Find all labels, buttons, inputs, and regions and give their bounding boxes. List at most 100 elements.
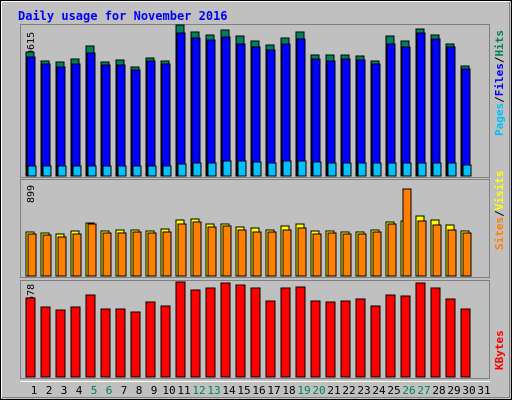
bar-files-day-4 <box>71 63 81 177</box>
bar-pages-day-15 <box>237 160 247 177</box>
bar-files-day-22 <box>341 58 351 177</box>
bar-pages-day-22 <box>342 162 352 177</box>
bar-sites-day-3 <box>57 236 67 277</box>
bars <box>25 24 472 378</box>
bar-kbytes-day-18 <box>280 287 291 378</box>
bar-kbytes-day-19 <box>295 286 306 378</box>
legend-sep-1: / <box>493 96 506 103</box>
bar-kbytes-day-29 <box>445 298 456 378</box>
bar-pages-day-16 <box>252 161 262 177</box>
bar-pages-day-27 <box>417 162 427 177</box>
bar-files-day-9 <box>146 60 156 177</box>
bar-kbytes-day-15 <box>235 284 246 378</box>
bar-pages-day-19 <box>297 160 307 177</box>
bar-files-day-6 <box>101 64 111 177</box>
bar-sites-day-18 <box>282 229 292 277</box>
bar-sites-day-10 <box>162 231 172 277</box>
day-label-8: 8 <box>136 384 143 397</box>
bar-kbytes-day-1 <box>25 297 36 378</box>
bar-files-day-23 <box>356 59 366 177</box>
bar-files-day-14 <box>221 36 231 177</box>
bar-kbytes-day-14 <box>220 282 231 378</box>
day-label-28: 28 <box>432 384 445 397</box>
bar-pages-day-25 <box>387 162 397 177</box>
bar-pages-day-18 <box>282 160 292 177</box>
bar-kbytes-day-6 <box>100 308 111 378</box>
day-label-27: 27 <box>417 384 430 397</box>
bar-sites-day-5 <box>87 223 97 277</box>
bar-kbytes-day-4 <box>70 306 81 378</box>
bar-files-day-2 <box>41 63 51 177</box>
bar-sites-day-7 <box>117 232 127 277</box>
bar-sites-day-16 <box>252 231 262 277</box>
bar-sites-day-6 <box>102 232 112 277</box>
day-label-10: 10 <box>162 384 175 397</box>
bar-sites-day-4 <box>72 233 82 277</box>
bar-kbytes-day-2 <box>40 306 51 378</box>
bar-pages-day-6 <box>102 165 112 177</box>
bar-files-day-16 <box>251 46 261 177</box>
bar-files-day-1 <box>26 56 36 177</box>
bar-sites-day-8 <box>132 231 142 277</box>
bar-kbytes-day-30 <box>460 308 471 378</box>
bar-kbytes-day-7 <box>115 308 126 378</box>
day-label-21: 21 <box>327 384 340 397</box>
bar-files-day-8 <box>131 69 141 177</box>
bar-sites-day-25 <box>387 223 397 277</box>
day-label-30: 30 <box>462 384 475 397</box>
bar-sites-day-2 <box>42 234 52 277</box>
day-label-4: 4 <box>76 384 83 397</box>
bar-pages-day-3 <box>57 165 67 177</box>
day-label-6: 6 <box>106 384 113 397</box>
bar-files-day-18 <box>281 43 291 177</box>
bar-kbytes-day-28 <box>430 287 441 378</box>
legend-sep-2: / <box>493 56 506 63</box>
bar-sites-day-23 <box>357 233 367 277</box>
bar-files-day-26 <box>401 46 411 177</box>
day-label-9: 9 <box>151 384 158 397</box>
bar-files-day-3 <box>56 66 66 177</box>
bar-kbytes-day-25 <box>385 294 396 378</box>
ymax-label-visits: 899 <box>26 185 37 203</box>
bar-kbytes-day-3 <box>55 309 66 378</box>
day-label-18: 18 <box>282 384 295 397</box>
legend-sites-visits: Sites/Visits <box>493 171 506 251</box>
bar-sites-day-30 <box>462 232 472 277</box>
day-label-26: 26 <box>402 384 415 397</box>
bar-sites-day-21 <box>327 232 337 277</box>
panel-frame-hits <box>20 24 490 178</box>
legend-pages: Pages <box>493 103 506 136</box>
day-label-22: 22 <box>342 384 355 397</box>
bar-sites-day-1 <box>27 233 37 277</box>
bar-pages-day-8 <box>132 165 142 177</box>
bar-pages-day-2 <box>42 165 52 177</box>
bar-sites-day-9 <box>147 232 157 277</box>
bar-kbytes-day-22 <box>340 300 351 378</box>
bar-sites-day-20 <box>312 233 322 277</box>
day-label-15: 15 <box>237 384 250 397</box>
bar-kbytes-day-8 <box>130 311 141 378</box>
bar-kbytes-day-21 <box>325 301 336 378</box>
bar-kbytes-day-23 <box>355 298 366 378</box>
legend-visits: Visits <box>493 171 506 211</box>
bar-files-day-27 <box>416 32 426 177</box>
bar-files-day-30 <box>461 68 471 177</box>
bar-pages-day-21 <box>327 162 337 177</box>
day-label-2: 2 <box>46 384 53 397</box>
day-label-25: 25 <box>387 384 400 397</box>
panel-frame-visits <box>20 179 490 278</box>
day-label-29: 29 <box>447 384 460 397</box>
bar-files-day-11 <box>176 32 186 177</box>
bar-files-day-5 <box>86 52 96 177</box>
bar-pages-day-5 <box>87 165 97 177</box>
day-label-11: 11 <box>177 384 190 397</box>
bar-sites-day-14 <box>222 225 232 277</box>
bar-pages-day-12 <box>192 162 202 177</box>
bar-files-day-13 <box>206 39 216 177</box>
day-label-7: 7 <box>121 384 128 397</box>
bar-pages-day-7 <box>117 165 127 177</box>
day-label-16: 16 <box>252 384 265 397</box>
bar-pages-day-29 <box>447 162 457 177</box>
bar-pages-day-20 <box>312 161 322 177</box>
day-label-23: 23 <box>357 384 370 397</box>
